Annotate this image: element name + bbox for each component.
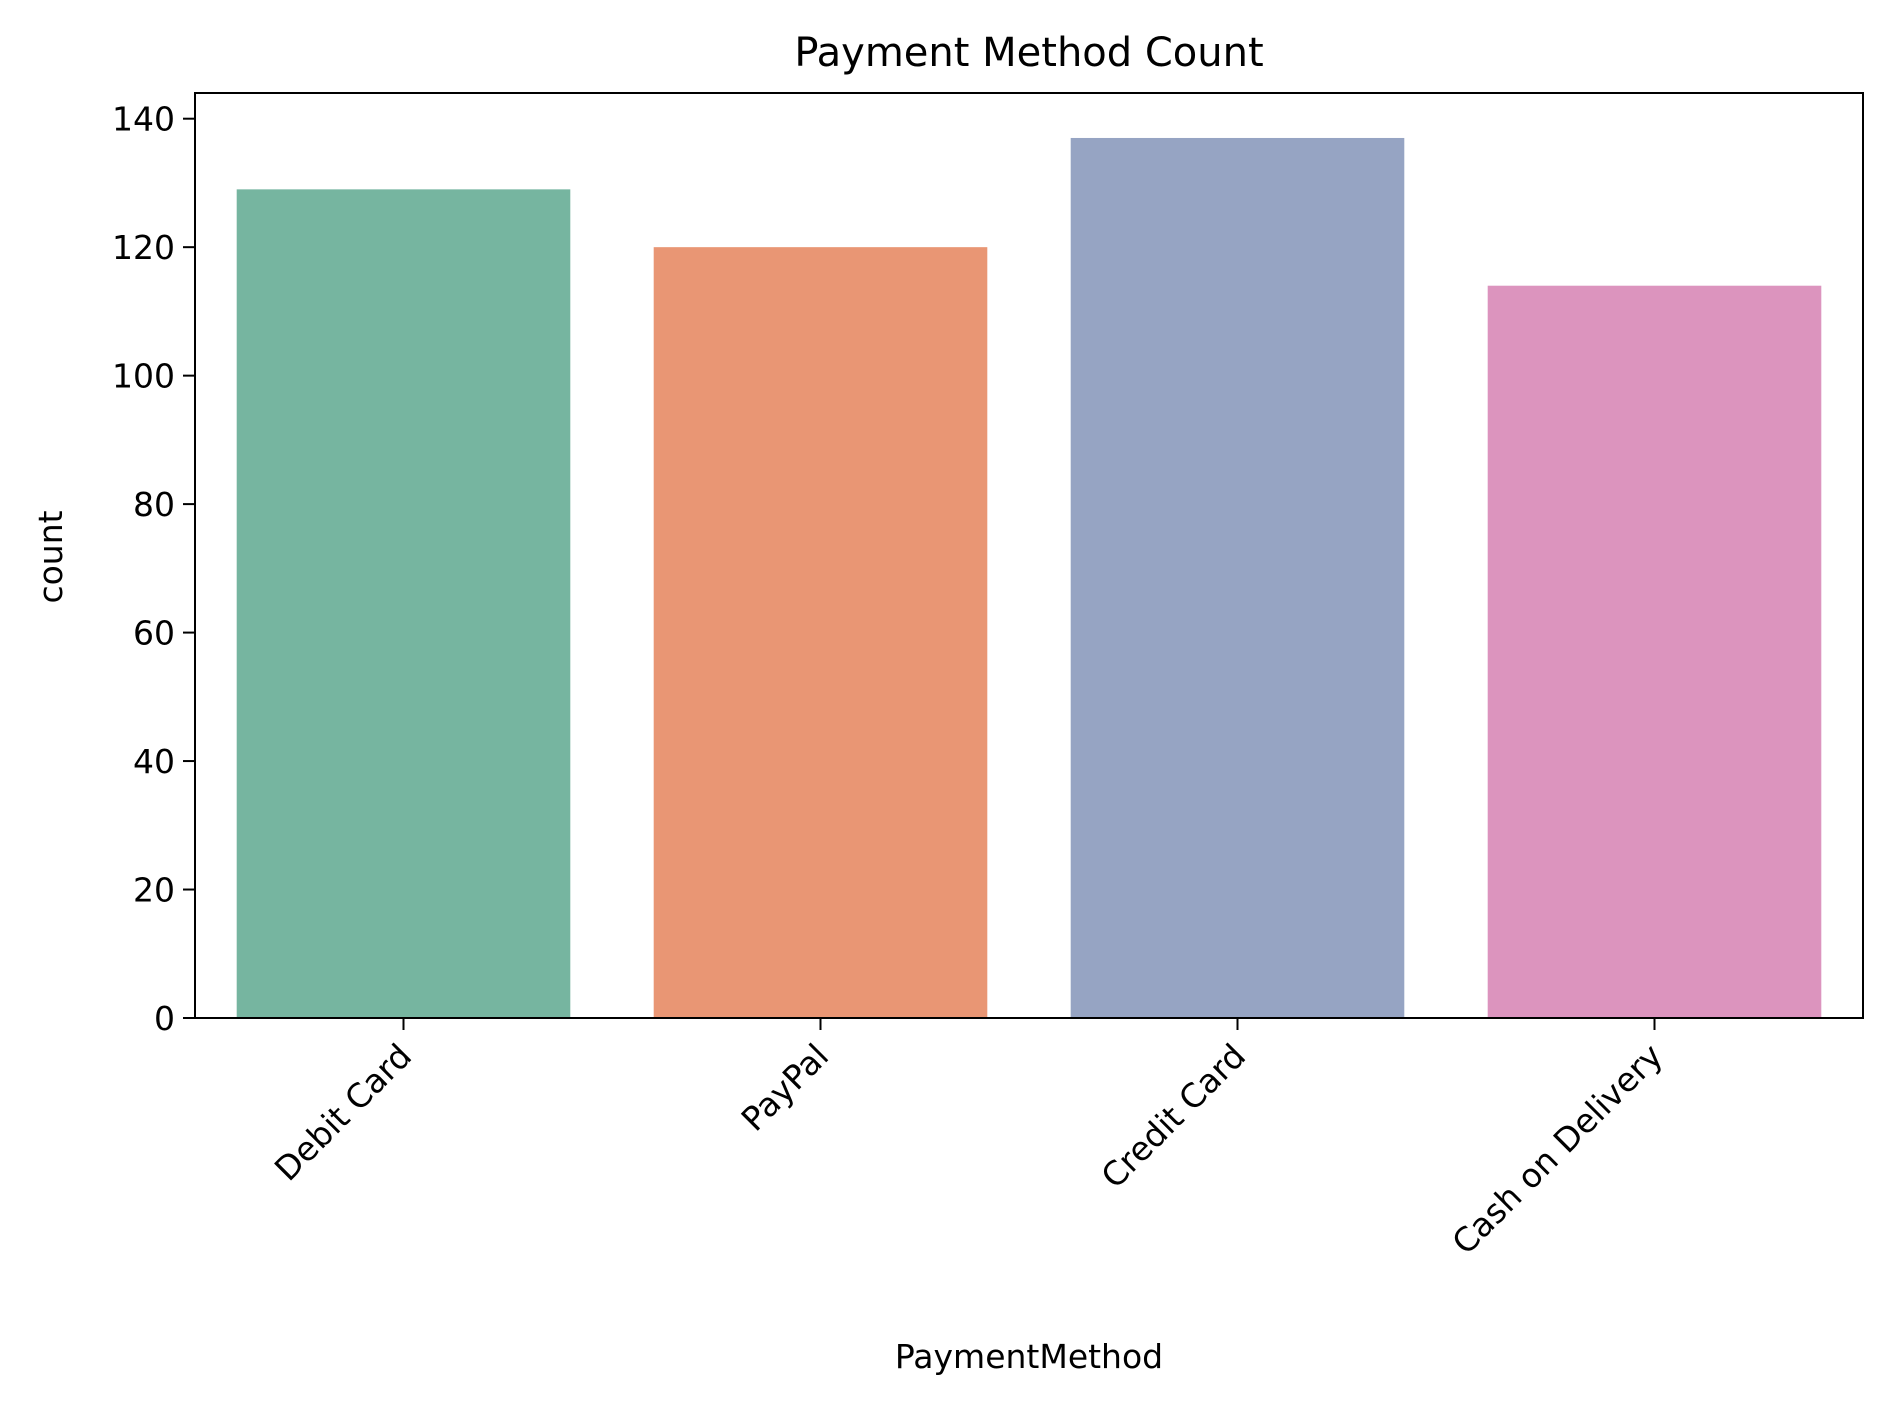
chart-title: Payment Method Count — [794, 30, 1263, 76]
y-tick-label: 80 — [133, 485, 175, 524]
y-tick-label: 40 — [133, 742, 175, 781]
bar-debit-card — [236, 189, 571, 1018]
y-tick-label: 60 — [133, 614, 175, 653]
y-tick-label: 100 — [112, 357, 175, 396]
y-axis: 0 20 40 60 80 100 120 140 — [112, 100, 195, 1038]
y-tick-label: 140 — [112, 100, 175, 139]
x-axis-label: PaymentMethod — [895, 1337, 1163, 1376]
bar-credit-card — [1070, 137, 1405, 1018]
y-tick-label: 0 — [154, 999, 175, 1038]
y-tick-label: 120 — [112, 228, 175, 267]
bar-cash-on-delivery — [1487, 285, 1822, 1018]
bars-group — [236, 137, 1822, 1018]
y-axis-label: count — [31, 510, 70, 603]
y-tick-label: 20 — [133, 871, 175, 910]
plot-frame — [194, 92, 1864, 1019]
bar-paypal — [653, 247, 988, 1018]
